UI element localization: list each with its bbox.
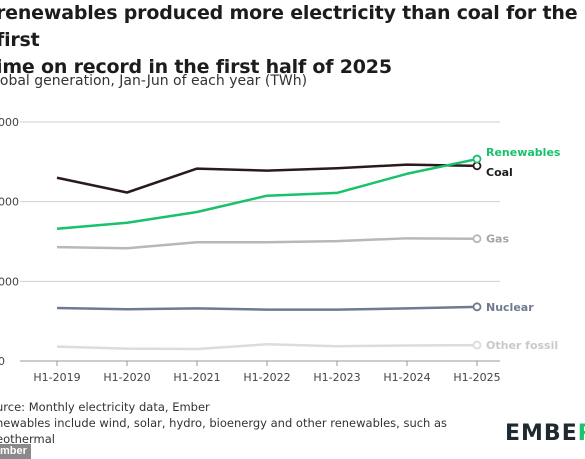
series-label-other-fossil: Other fossil [486, 339, 558, 352]
y-tick-label: 000 [0, 196, 19, 209]
x-tick-label: H1-2024 [383, 371, 430, 384]
series-line-nuclear [56, 305, 478, 311]
chart-footer: urce: Monthly electricity data, Ember ne… [0, 399, 466, 447]
y-tick-label: 0 [0, 355, 5, 368]
series-line-coal [56, 163, 478, 194]
series-label-renewables: Renewables [486, 146, 561, 159]
series-end-marker-nuclear [472, 302, 482, 312]
ember-logo: EMBER [505, 421, 585, 446]
series-label-coal: Coal [486, 166, 513, 179]
x-tick-label: H1-2019 [33, 371, 80, 384]
series-line-other-fossil [56, 343, 478, 351]
chart-subtitle: lobal generation, Jan-Jun of each year (… [0, 73, 308, 89]
photo-credit: mber [0, 444, 31, 459]
x-tick-label: H1-2020 [103, 371, 150, 384]
series-label-gas: Gas [486, 233, 509, 246]
x-tick-label: H1-2022 [243, 371, 290, 384]
series-line-renewables [56, 157, 478, 230]
y-tick-label: 000 [0, 116, 19, 129]
series-end-marker-other-fossil [472, 340, 482, 350]
definition-note-line1: newables include wind, solar, hydro, bio… [0, 416, 448, 430]
series-end-marker-gas [472, 234, 482, 244]
x-tick-label: H1-2025 [453, 371, 500, 384]
series-end-marker-renewables [472, 154, 482, 164]
source-note: urce: Monthly electricity data, Ember [0, 400, 210, 414]
x-tick-label: H1-2021 [173, 371, 220, 384]
definition-note-line2: eothermal [0, 432, 55, 446]
y-tick-label: 000 [0, 275, 19, 288]
x-tick-label: H1-2023 [313, 371, 360, 384]
series-label-nuclear: Nuclear [486, 301, 534, 314]
series-line-gas [56, 237, 478, 250]
chart-title: renewables produced more electricity tha… [0, 2, 578, 78]
